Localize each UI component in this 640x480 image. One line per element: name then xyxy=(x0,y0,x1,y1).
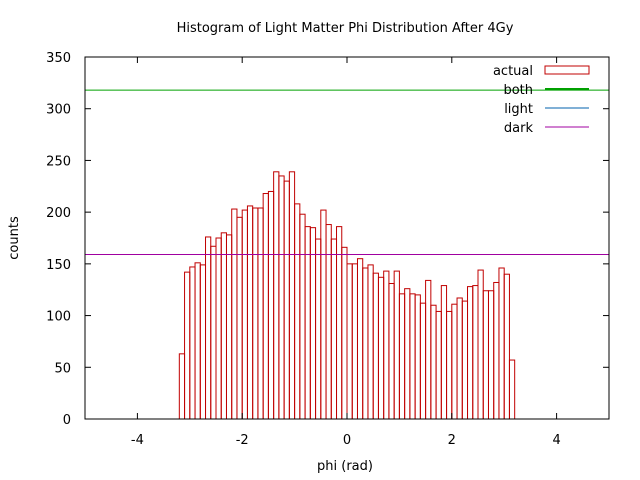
histogram-bar xyxy=(336,226,343,420)
histogram-bar xyxy=(341,246,348,420)
legend-label: light xyxy=(504,102,533,117)
histogram-bar xyxy=(246,205,254,420)
histogram-bar xyxy=(330,238,338,420)
histogram-bar xyxy=(189,266,196,420)
histogram-bar xyxy=(283,180,290,420)
x-axis-label: phi (rad) xyxy=(317,459,373,474)
histogram-bar xyxy=(356,258,364,420)
histogram-bar xyxy=(377,276,385,420)
histogram-bar xyxy=(220,232,227,420)
histogram-bar xyxy=(257,207,264,420)
histogram-bar xyxy=(425,279,432,420)
legend-label: both xyxy=(503,83,533,98)
y-tick-label: 100 xyxy=(46,310,71,325)
histogram-bar xyxy=(199,264,207,420)
histogram-bar xyxy=(440,285,448,420)
histogram-bar xyxy=(273,171,280,420)
x-tick-label: -4 xyxy=(131,433,144,448)
histogram-bar xyxy=(404,288,411,420)
y-tick-label: 300 xyxy=(46,103,71,118)
histogram-bar xyxy=(278,175,285,420)
histogram-bars xyxy=(178,171,516,420)
legend-label: dark xyxy=(504,121,534,136)
histogram-bar xyxy=(388,283,395,420)
y-axis-label: counts xyxy=(7,216,22,260)
histogram-bar xyxy=(351,263,358,420)
histogram-bar xyxy=(299,213,306,420)
histogram-bar xyxy=(325,224,332,420)
y-tick-label: 50 xyxy=(54,361,71,376)
histogram-bar xyxy=(252,207,259,420)
histogram-bar xyxy=(446,310,453,420)
histogram-bar xyxy=(194,262,201,420)
y-tick-label: 200 xyxy=(46,206,71,221)
histogram-bar xyxy=(482,290,489,420)
histogram-bar xyxy=(472,285,479,420)
histogram-bar xyxy=(409,293,416,420)
histogram-bar xyxy=(398,293,406,420)
histogram-bar xyxy=(320,209,327,420)
axis-ticks: -4 -2 0 2 4 0 50 100 150 200 250 300 350 xyxy=(46,51,609,448)
histogram-bar xyxy=(493,281,500,420)
histogram-bar xyxy=(414,294,421,420)
legend: actual both light dark xyxy=(493,64,590,136)
histogram-bar xyxy=(372,272,379,420)
histogram-bar xyxy=(362,267,369,420)
y-tick-label: 350 xyxy=(46,51,71,66)
histogram-bar xyxy=(267,190,275,420)
legend-swatch xyxy=(544,65,590,75)
x-tick-label: 2 xyxy=(448,433,456,448)
histogram-bar xyxy=(508,359,516,420)
histogram-bar xyxy=(294,203,301,420)
histogram-bar xyxy=(309,227,317,420)
histogram-bar xyxy=(236,216,243,420)
y-tick-label: 0 xyxy=(63,413,71,428)
histogram-bar xyxy=(503,273,510,420)
histogram-bar xyxy=(451,303,458,420)
y-tick-label: 250 xyxy=(46,154,71,169)
histogram-bar xyxy=(262,193,269,420)
histogram-bar xyxy=(477,269,484,420)
histogram-bar xyxy=(315,238,322,420)
histogram-bar xyxy=(435,310,442,420)
histogram-bar xyxy=(393,270,400,420)
histogram-bar xyxy=(487,290,495,420)
histogram-bar xyxy=(184,271,191,420)
x-tick-label: 0 xyxy=(343,433,351,448)
histogram-bar xyxy=(205,236,212,420)
y-tick-label: 150 xyxy=(46,258,71,273)
histogram-bar xyxy=(461,300,469,420)
x-tick-label: 4 xyxy=(552,433,560,448)
histogram-bar xyxy=(430,304,437,420)
histogram-bar xyxy=(288,171,296,420)
histogram-bar xyxy=(178,353,186,420)
histogram-bar xyxy=(231,208,238,420)
histogram-bar xyxy=(456,297,463,420)
histogram-bar xyxy=(304,226,311,420)
histogram-bar xyxy=(467,286,474,420)
histogram-bar xyxy=(215,237,222,420)
histogram-bar xyxy=(225,234,233,420)
histogram-bar xyxy=(383,270,390,420)
plot-frame xyxy=(84,56,610,420)
histogram-bar xyxy=(498,267,505,420)
histogram-bar xyxy=(419,302,427,420)
histogram-bar xyxy=(346,263,353,420)
legend-label: actual xyxy=(493,64,533,79)
histogram-bar xyxy=(367,264,374,420)
histogram-bar xyxy=(241,209,248,420)
x-tick-label: -2 xyxy=(236,433,249,448)
chart-title: Histogram of Light Matter Phi Distributi… xyxy=(177,21,514,36)
histogram-bar xyxy=(210,245,217,420)
